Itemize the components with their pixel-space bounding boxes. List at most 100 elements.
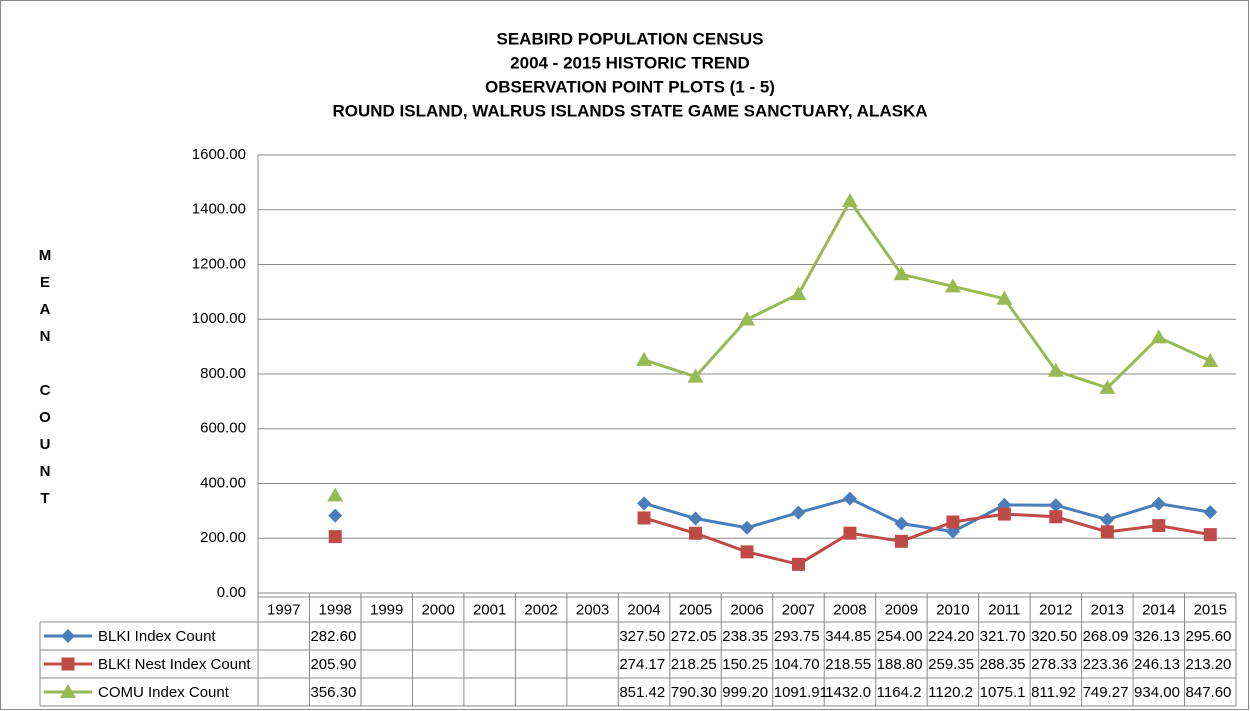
data-label: 188.80	[877, 656, 923, 673]
x-tick-label: 1999	[370, 601, 403, 618]
x-tick-label: 2012	[1039, 601, 1072, 618]
y-tick-label: 600.00	[200, 420, 246, 437]
x-tick-label: 2011	[988, 601, 1020, 618]
data-label: 272.05	[671, 628, 717, 645]
legend-marker	[60, 684, 76, 698]
data-label: 749.27	[1083, 684, 1129, 701]
chart-title: OBSERVATION POINT PLOTS (1 - 5)	[485, 77, 775, 96]
data-label: 238.35	[722, 628, 768, 645]
x-tick-label: 2014	[1142, 601, 1175, 618]
chart-title: 2004 - 2015 HISTORIC TREND	[510, 53, 750, 72]
data-point	[689, 526, 703, 540]
data-point	[1049, 510, 1063, 524]
y-tick-label: 800.00	[200, 365, 246, 382]
data-point	[791, 505, 806, 520]
data-label: 268.09	[1083, 628, 1129, 645]
data-point	[893, 266, 910, 281]
data-label: 1120.2	[928, 684, 973, 701]
data-point	[790, 286, 807, 301]
data-label: 104.70	[774, 656, 820, 673]
data-point	[842, 491, 857, 506]
chart-title: SEABIRD POPULATION CENSUS	[497, 29, 764, 48]
y-tick-label: 1600.00	[192, 146, 246, 163]
data-label: 293.75	[774, 628, 820, 645]
y-tick-label: 1200.00	[192, 255, 246, 272]
data-label: 320.50	[1031, 628, 1077, 645]
x-tick-label: 2015	[1194, 601, 1227, 618]
data-label: 1164.2	[877, 684, 922, 701]
x-tick-label: 1998	[319, 601, 352, 618]
data-point	[1047, 362, 1064, 377]
series-line	[643, 199, 1211, 390]
data-label: 295.60	[1186, 628, 1232, 645]
x-tick-label: 2002	[524, 601, 557, 618]
data-label: 288.35	[980, 656, 1026, 673]
x-tick-label: 2006	[730, 601, 763, 618]
data-label: 224.20	[928, 628, 974, 645]
data-point	[1150, 329, 1167, 344]
data-label: 344.85	[825, 628, 871, 645]
data-point	[944, 278, 961, 293]
data-point	[1202, 352, 1219, 367]
legend-marker	[61, 629, 75, 643]
data-point	[1203, 505, 1218, 520]
data-point	[740, 545, 754, 559]
x-tick-label: 2013	[1091, 601, 1124, 618]
data-point	[1151, 496, 1166, 511]
data-point	[1152, 519, 1166, 533]
data-point	[946, 515, 960, 529]
data-label: 327.50	[619, 628, 665, 645]
data-point	[687, 368, 704, 383]
data-label: 999.20	[722, 684, 768, 701]
data-point	[740, 520, 754, 535]
data-point	[1100, 525, 1114, 539]
x-tick-label: 2007	[782, 601, 815, 618]
data-point	[894, 534, 908, 548]
data-label: 851.42	[619, 684, 665, 701]
data-point	[894, 516, 909, 531]
y-tick-label: 1400.00	[192, 201, 246, 218]
data-point	[791, 557, 805, 571]
x-tick-label: 2010	[936, 601, 969, 618]
x-tick-label: 2001	[473, 601, 506, 618]
data-point	[739, 311, 755, 326]
data-label: 213.20	[1186, 656, 1232, 673]
data-label: 811.92	[1031, 684, 1076, 701]
data-point	[841, 192, 858, 207]
data-label: 1091.91	[774, 684, 828, 701]
data-point	[688, 511, 703, 526]
data-point	[637, 511, 651, 525]
data-label: 218.55	[825, 656, 871, 673]
data-point	[328, 530, 342, 544]
x-tick-label: 2005	[679, 601, 712, 618]
series-line	[643, 497, 1211, 534]
data-label: 847.60	[1186, 684, 1232, 701]
data-label: 356.30	[310, 684, 356, 701]
y-tick-label: 0.00	[217, 584, 246, 601]
data-point	[1203, 528, 1217, 542]
data-label: 282.60	[310, 628, 356, 645]
y-tick-label: 1000.00	[192, 310, 246, 327]
y-tick-label: 200.00	[200, 529, 246, 546]
data-label: 934.00	[1134, 684, 1180, 701]
data-label: 326.13	[1134, 628, 1180, 645]
y-tick-label: 400.00	[200, 474, 246, 491]
data-label: 254.00	[877, 628, 923, 645]
data-point	[636, 351, 653, 366]
x-tick-label: 2000	[421, 601, 454, 618]
data-point	[327, 487, 344, 502]
data-label: 278.33	[1031, 656, 1077, 673]
legend-label: BLKI Nest Index Count	[98, 656, 251, 673]
data-label: 790.30	[671, 684, 717, 701]
data-label: 246.13	[1134, 656, 1180, 673]
x-tick-label: 2004	[627, 601, 660, 618]
x-tick-label: 1997	[267, 601, 300, 618]
chart-title: ROUND ISLAND, WALRUS ISLANDS STATE GAME …	[333, 101, 928, 120]
x-tick-label: 2008	[833, 601, 866, 618]
legend-label: BLKI Index Count	[98, 628, 216, 645]
data-label: 274.17	[619, 656, 665, 673]
x-tick-label: 2003	[576, 601, 609, 618]
